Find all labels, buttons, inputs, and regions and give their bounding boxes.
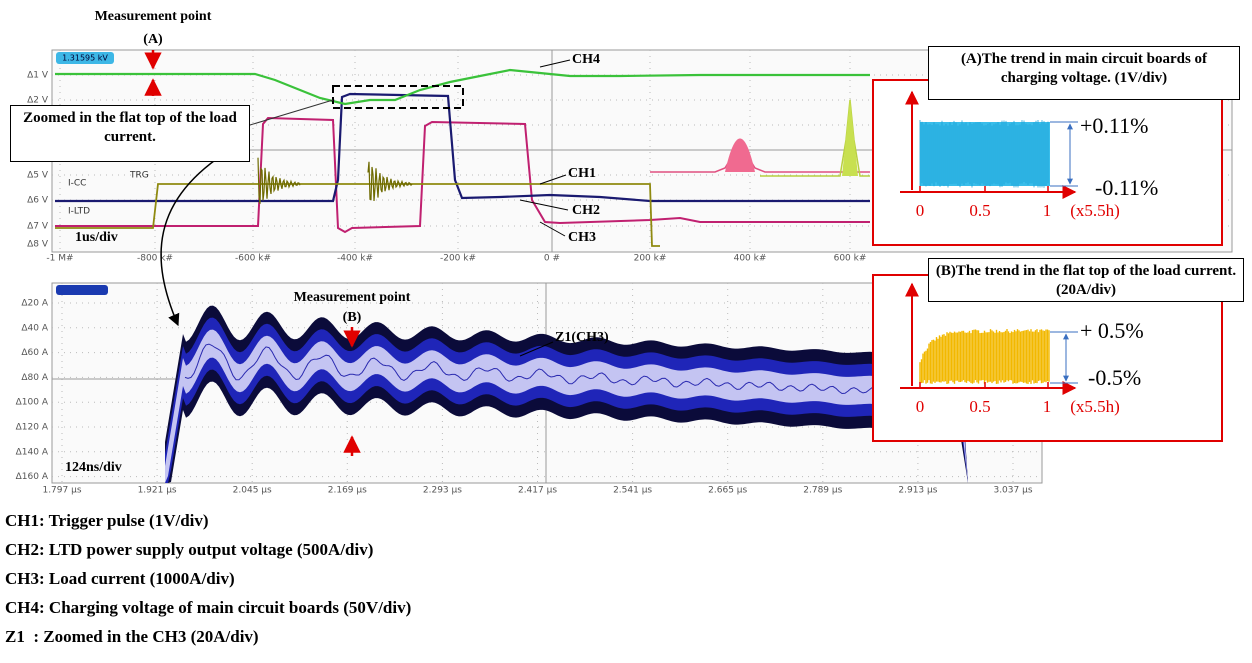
x-label: 2.293 µs bbox=[423, 486, 462, 496]
caption-line: Z1 : Zoomed in the CH3 (20A/div) bbox=[5, 627, 259, 647]
ch4-label: CH4 bbox=[572, 52, 600, 67]
inset-a-title: (A)The trend in main circuit boards of c… bbox=[928, 46, 1240, 100]
marker-label: I-CC bbox=[68, 179, 86, 189]
axis-label: 0 bbox=[916, 397, 925, 416]
y-label: Δ20 A bbox=[21, 299, 48, 309]
x-label: 1.797 µs bbox=[42, 486, 81, 496]
y-label: Δ1 V bbox=[27, 71, 49, 81]
axis-label: 1 bbox=[1043, 397, 1052, 416]
readout-badge-bottom bbox=[56, 285, 108, 295]
readout: 1.31595 kV bbox=[62, 54, 108, 63]
x-label: 3.037 µs bbox=[993, 486, 1032, 496]
x-label: 2.665 µs bbox=[708, 486, 747, 496]
x-label: 2.541 µs bbox=[613, 486, 652, 496]
caption-line: CH3: Load current (1000A/div) bbox=[5, 569, 235, 589]
caption-line: CH1: Trigger pulse (1V/div) bbox=[5, 511, 209, 531]
y-label: Δ8 V bbox=[27, 240, 49, 250]
y-label: Δ40 A bbox=[21, 323, 48, 333]
upper-limit: + 0.5% bbox=[1080, 318, 1144, 343]
x-label: 200 k# bbox=[634, 254, 667, 264]
x-label: 2.417 µs bbox=[518, 486, 557, 496]
inset-b-title: (B)The trend in the flat top of the load… bbox=[928, 258, 1244, 302]
y-label: Δ6 V bbox=[27, 196, 49, 206]
x-label: 1.921 µs bbox=[138, 486, 177, 496]
lower-limit: -0.5% bbox=[1088, 365, 1141, 390]
axis-label: (x5.5h) bbox=[1070, 397, 1120, 416]
axis-label: 0.5 bbox=[969, 201, 990, 220]
x-label: 2.913 µs bbox=[898, 486, 937, 496]
x-label: 600 k# bbox=[834, 254, 867, 264]
y-label: Δ140 A bbox=[16, 447, 49, 457]
lower-limit: -0.11% bbox=[1095, 175, 1158, 200]
axis-label: 0.5 bbox=[969, 397, 990, 416]
x-label: 2.045 µs bbox=[233, 486, 272, 496]
x-label: 400 k# bbox=[734, 254, 767, 264]
y-label: Δ100 A bbox=[16, 398, 49, 408]
callout: Zoomed in the flat top of the load curre… bbox=[10, 105, 250, 162]
ch3-label: CH3 bbox=[568, 230, 596, 245]
x-label: -600 k# bbox=[235, 254, 271, 264]
y-label: Δ80 A bbox=[21, 373, 48, 383]
measurement-label: Measurement point bbox=[294, 290, 411, 305]
x-label: 0 # bbox=[544, 254, 560, 264]
x-label: -200 k# bbox=[440, 254, 476, 264]
ch2-label: CH2 bbox=[572, 203, 600, 218]
axis-label: (x5.5h) bbox=[1070, 201, 1120, 220]
figure: Δ1 V Δ2 V Δ5 V Δ6 V Δ7 V Δ8 V -1 M# -800 k# -600… bbox=[0, 0, 1252, 663]
y-label: Δ120 A bbox=[16, 423, 49, 433]
axis-label: 1 bbox=[1043, 201, 1052, 220]
x-label: -1 M# bbox=[46, 254, 73, 264]
x-label: 2.789 µs bbox=[803, 486, 842, 496]
noise-block bbox=[920, 122, 1050, 186]
x-label: 2.169 µs bbox=[328, 486, 367, 496]
ch1-label: CH1 bbox=[568, 166, 596, 181]
y-label: Δ7 V bbox=[27, 222, 49, 232]
y-label: Δ60 A bbox=[21, 348, 48, 358]
y-label: Δ2 V bbox=[27, 96, 49, 106]
upper-limit: +0.11% bbox=[1080, 113, 1148, 138]
x-label: -800 k# bbox=[137, 254, 173, 264]
caption-line: CH4: Charging voltage of main circuit bo… bbox=[5, 598, 411, 618]
caption-line: CH2: LTD power supply output voltage (50… bbox=[5, 540, 373, 560]
marker-label: TRG bbox=[129, 171, 149, 181]
x-label: -400 k# bbox=[337, 254, 373, 264]
measurement-point: (A) bbox=[143, 32, 163, 47]
axis-label: 0 bbox=[916, 201, 925, 220]
timebase: 124ns/div bbox=[65, 460, 122, 475]
marker-label: I-LTD bbox=[68, 207, 90, 217]
y-label: Δ160 A bbox=[16, 472, 49, 482]
measurement-point: (B) bbox=[343, 310, 362, 325]
measurement-label: Measurement point bbox=[95, 9, 212, 24]
trace-label: Z1(CH3) bbox=[555, 330, 609, 345]
timebase: 1us/div bbox=[75, 230, 118, 245]
y-label: Δ5 V bbox=[27, 171, 49, 181]
